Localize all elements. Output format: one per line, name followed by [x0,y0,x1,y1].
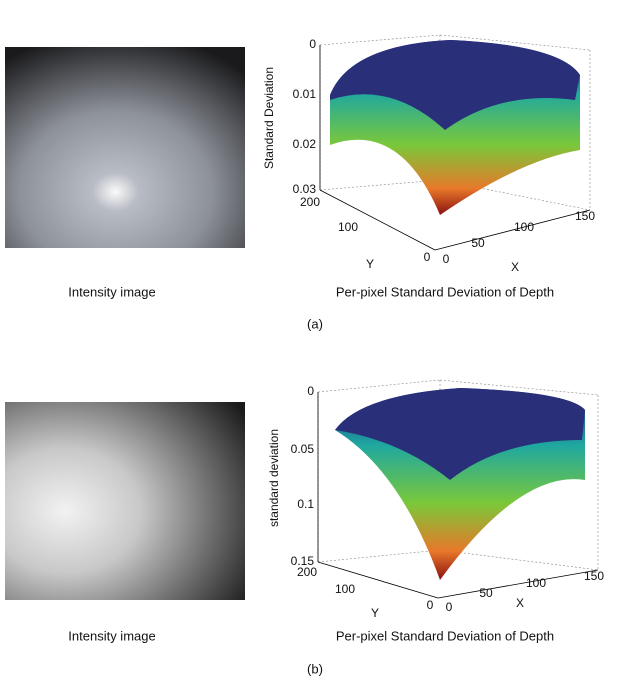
image-caption: Intensity image [68,628,155,643]
image-caption: Intensity image [68,284,155,299]
z-axis-label: standard deviation [267,429,281,527]
y-tick-label: 100 [335,582,355,596]
x-axis-label: X [511,260,519,274]
x-tick-label: 100 [514,220,534,234]
z-tick-label: 0 [309,37,316,51]
z-tick-label: 0.15 [291,554,315,568]
z-tick-label: 0.01 [293,87,317,101]
intensity-image [5,47,245,248]
x-axis-label: X [516,596,524,610]
surface-top [330,40,580,130]
y-axis-label: Y [366,257,374,271]
y-axis-label: Y [371,606,379,620]
plot-caption: Per-pixel Standard Deviation of Depth [336,284,554,299]
plot-caption: Per-pixel Standard Deviation of Depth [336,628,554,643]
y-tick-label: 0 [427,598,434,612]
surface-top [335,388,585,480]
intensity-image [5,402,245,600]
x-tick-label: 50 [471,236,485,250]
x-tick-label: 0 [443,252,450,266]
y-tick-label: 100 [338,220,358,234]
z-axis-label: Standard Deviation [262,67,276,169]
z-tick-label: 0 [307,384,314,398]
y-tick-label: 0 [424,250,431,264]
panel-label: (b) [307,661,323,676]
z-tick-label: 0.05 [291,442,315,456]
panel-label: (a) [307,316,323,331]
x-tick-label: 150 [575,209,595,223]
z-tick-label: 0.1 [297,497,314,511]
x-tick-label: 100 [526,576,546,590]
z-tick-label: 0.02 [293,137,317,151]
x-tick-label: 50 [479,586,493,600]
panel [5,379,599,600]
x-tick-label: 0 [446,600,453,614]
z-tick-label: 0.03 [293,182,317,196]
y-tick-label: 200 [300,195,320,209]
panel [5,34,591,251]
y-tick-label: 200 [297,565,317,579]
x-tick-label: 150 [584,569,604,583]
